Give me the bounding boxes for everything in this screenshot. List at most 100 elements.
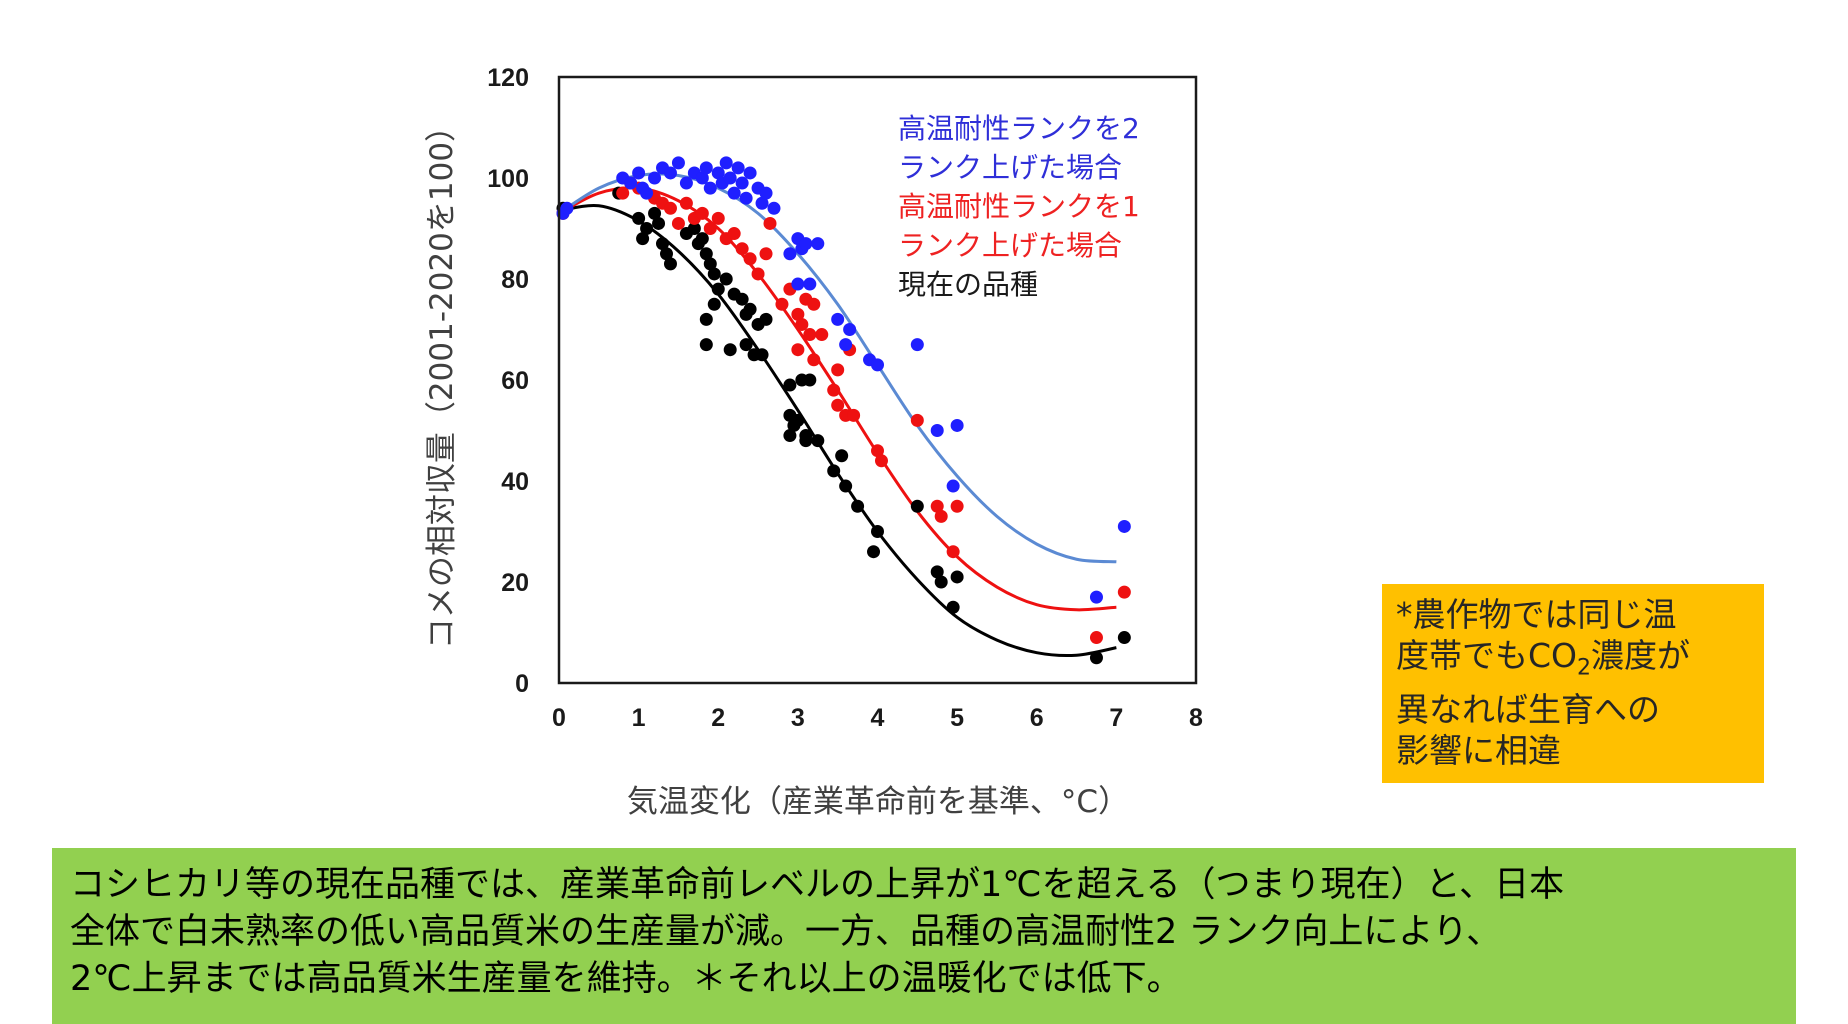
data-point-current — [707, 267, 721, 281]
data-point-rank1 — [930, 499, 944, 513]
data-point-current — [950, 570, 964, 584]
data-point-rank2 — [1117, 519, 1131, 533]
data-point-rank2 — [871, 358, 884, 372]
y-tick-label: 40 — [501, 468, 529, 496]
data-point-rank2 — [640, 186, 654, 200]
data-point-rank2 — [759, 186, 773, 200]
data-point-rank2 — [648, 171, 662, 185]
data-point-rank2 — [723, 171, 737, 185]
data-point-rank1 — [695, 206, 709, 220]
data-point-rank1 — [791, 307, 805, 321]
x-axis-title: 気温変化（産業革命前を基準、°C） — [627, 784, 1129, 820]
data-point-current — [759, 312, 773, 326]
data-point-rank2 — [767, 201, 781, 215]
data-point-rank1 — [950, 499, 964, 513]
data-point-rank1 — [874, 454, 888, 468]
note-box: *農作物では同じ温 度帯でもCO2濃度が 異なれば生育への 影響に相違 — [1382, 584, 1764, 783]
data-point-current — [930, 565, 944, 579]
data-point-current — [699, 312, 713, 326]
data-point-current — [934, 575, 948, 589]
data-point-rank2 — [910, 338, 924, 352]
note-line-3: 異なれば生育への — [1396, 689, 1660, 729]
y-axis-ticks: 0 20 40 60 80 100 120 — [487, 64, 529, 698]
legend-entry-rank2-line2: ランク上げた場合 — [898, 151, 1122, 184]
legend-entry-rank1-line2: ランク上げた場合 — [898, 229, 1122, 262]
data-point-rank2 — [711, 166, 725, 180]
data-point-rank2 — [739, 191, 753, 205]
data-point-rank2 — [839, 338, 853, 352]
data-point-current — [839, 479, 853, 493]
data-point-current — [739, 338, 753, 352]
data-point-current — [827, 464, 841, 478]
data-point-current — [695, 232, 709, 246]
data-point-current — [707, 297, 721, 311]
y-tick-label: 20 — [501, 569, 529, 597]
data-point-rank1 — [871, 444, 884, 458]
data-point-rank2 — [1089, 590, 1103, 604]
data-point-rank2 — [735, 176, 749, 190]
data-point-rank1 — [743, 252, 757, 266]
data-point-rank1 — [910, 413, 924, 427]
x-tick-label: 8 — [1189, 704, 1203, 732]
data-point-current — [711, 282, 725, 296]
data-point-rank2 — [811, 237, 825, 251]
data-point-current — [835, 449, 849, 463]
data-point-rank2 — [843, 323, 857, 336]
data-point-rank1 — [711, 211, 725, 225]
data-point-current — [699, 247, 713, 261]
data-point-current — [703, 257, 717, 271]
legend: 高温耐性ランクを2 ランク上げた場合 高温耐性ランクを1 ランク上げた場合 現在… — [898, 112, 1140, 301]
data-point-rank2 — [946, 479, 960, 493]
summary-line-2: 全体で白未熟率の低い高品質米の生産量が減。一方、品種の高温耐性2 ランク向上によ… — [70, 912, 1502, 952]
data-point-rank1 — [759, 247, 773, 261]
data-point-current — [1089, 651, 1103, 665]
data-point-current — [1117, 631, 1131, 645]
data-point-current — [799, 434, 813, 448]
data-point-rank1 — [934, 509, 948, 523]
data-point-current — [632, 211, 646, 225]
data-point-current — [723, 343, 737, 357]
summary-box: コシヒカリ等の現在品種では、産業革命前レベルの上昇が1℃を超える（つまり現在）と… — [52, 848, 1796, 1024]
data-point-rank2 — [930, 424, 944, 437]
data-point-current — [648, 206, 662, 220]
data-point-rank2 — [799, 237, 813, 251]
data-point-current — [640, 222, 654, 235]
data-point-rank2 — [803, 277, 817, 291]
legend-entry-current: 現在の品種 — [898, 268, 1038, 301]
data-point-rank1 — [815, 328, 829, 342]
note-line-2-text: 度帯でもCO — [1396, 636, 1578, 675]
data-point-rank1 — [831, 363, 845, 377]
note-line-2-tail: 濃度が — [1591, 636, 1691, 675]
data-point-rank2 — [699, 161, 713, 175]
data-point-current — [791, 413, 805, 427]
data-point-rank2 — [791, 277, 805, 291]
y-axis-title: コメの相対収量（2001-2020を100） — [424, 111, 460, 649]
y-tick-label: 60 — [501, 367, 529, 395]
data-point-rank1 — [807, 353, 821, 367]
y-tick-label: 80 — [501, 266, 529, 294]
x-tick-label: 2 — [711, 704, 725, 732]
data-point-rank1 — [727, 227, 741, 241]
x-tick-label: 7 — [1109, 704, 1123, 732]
x-tick-label: 1 — [632, 704, 646, 732]
data-point-current — [910, 499, 924, 513]
data-point-rank1 — [827, 383, 841, 397]
data-point-rank2 — [632, 166, 646, 180]
data-point-current — [699, 338, 713, 352]
data-point-rank2 — [950, 418, 964, 432]
data-point-current — [867, 545, 881, 559]
x-tick-label: 5 — [950, 704, 964, 732]
note-subscript-2: 2 — [1577, 655, 1592, 681]
data-point-current — [636, 232, 650, 246]
note-line-2: 度帯でもCO2濃度が — [1396, 635, 1764, 689]
data-point-current — [659, 247, 673, 261]
data-point-rank2 — [560, 201, 574, 215]
data-point-rank1 — [735, 242, 749, 256]
data-point-current — [755, 348, 769, 362]
x-tick-label: 6 — [1030, 704, 1044, 732]
data-point-rank1 — [775, 297, 789, 311]
data-point-current — [652, 216, 666, 230]
legend-entry-rank2-line1: 高温耐性ランクを2 — [898, 112, 1140, 145]
data-point-rank2 — [743, 166, 757, 180]
